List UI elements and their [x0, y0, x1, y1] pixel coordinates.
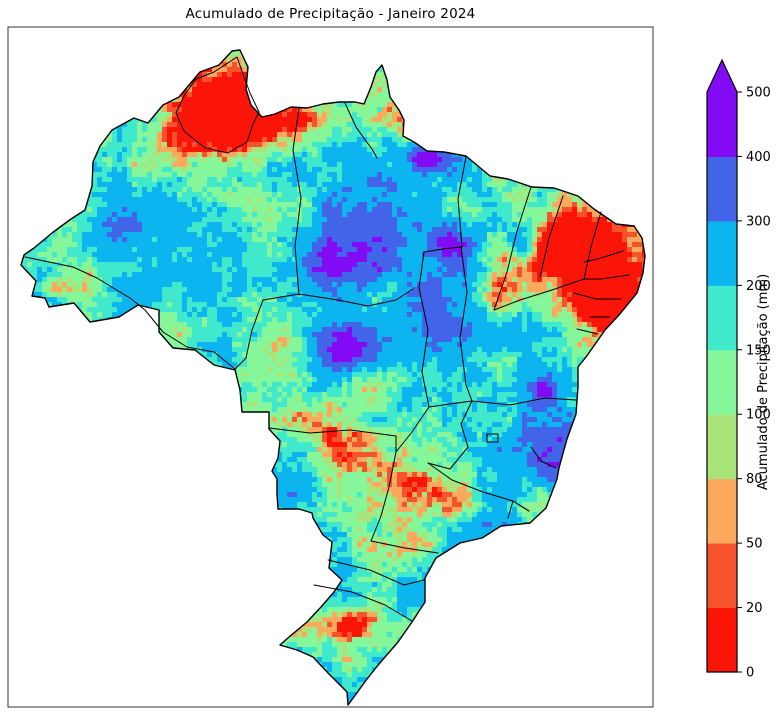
- svg-text:150: 150: [746, 343, 771, 358]
- country-outline: [20, 49, 646, 706]
- precipitation-raster: [21, 50, 645, 702]
- colorbar-outline: [706, 58, 738, 673]
- svg-text:50: 50: [746, 537, 763, 552]
- svg-text:0: 0: [746, 666, 754, 681]
- colorbar-ticks: 0 20 50 80 100 150 200 300 400 500: [737, 86, 771, 681]
- svg-text:500: 500: [746, 86, 771, 101]
- map-frame: [7, 26, 654, 708]
- svg-text:100: 100: [746, 408, 771, 423]
- svg-text:300: 300: [746, 214, 771, 229]
- svg-text:400: 400: [746, 150, 771, 165]
- svg-text:20: 20: [746, 601, 763, 616]
- svg-text:80: 80: [746, 472, 763, 487]
- state-borders: [24, 56, 630, 622]
- chart-title: Acumulado de Precipitação - Janeiro 2024: [185, 6, 476, 22]
- colorbar-max-arrow-icon: [707, 60, 737, 92]
- colorbar-segments: [707, 92, 737, 673]
- colorbar-axis-label: Acumulado de Precipitação (mm): [756, 274, 771, 490]
- svg-text:200: 200: [746, 279, 771, 294]
